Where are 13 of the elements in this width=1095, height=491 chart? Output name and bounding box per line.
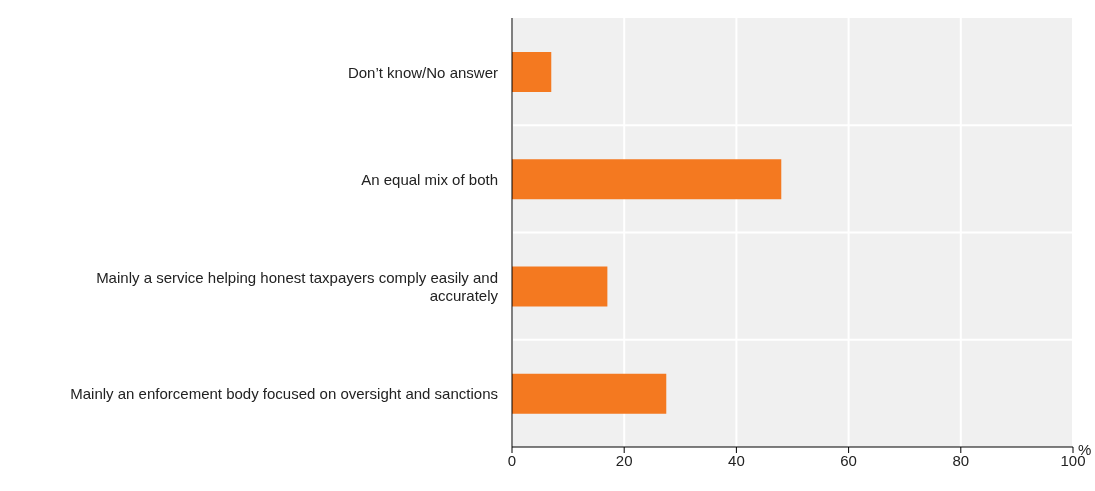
bar — [512, 159, 782, 200]
y-tick-label: Mainly an enforcement body focused on oversight and sanctions — [70, 384, 498, 402]
bar — [512, 52, 552, 92]
bar — [512, 266, 608, 307]
x-tick-label: 60 — [840, 451, 857, 469]
x-tick-label: 80 — [952, 451, 970, 469]
x-tick-label: 40 — [728, 451, 745, 469]
y-tick-label: Mainly a service helping honest taxpayers comply easily and accurately — [96, 268, 499, 304]
x-tick-label: 0 — [507, 451, 517, 469]
x-tick-label: 20 — [615, 451, 633, 469]
bar — [512, 373, 667, 414]
y-tick-label: An equal mix of both — [361, 170, 498, 188]
y-tick-label: Don’t know/No answer — [347, 63, 498, 81]
